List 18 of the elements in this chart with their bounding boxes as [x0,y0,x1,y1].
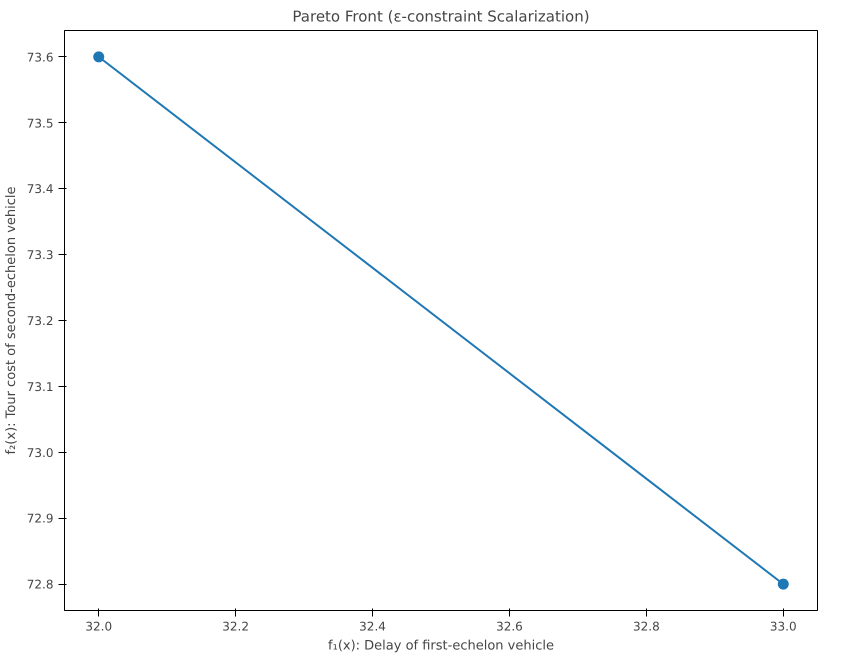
y-tick-label: 73.6 [26,50,54,64]
y-tick-label: 73.0 [26,446,54,460]
y-tick-label: 73.1 [26,380,54,394]
x-tick-label: 33.0 [770,620,797,634]
x-axis-title: f₁(x): Delay of first-echelon vehicle [328,638,554,654]
y-tick-label: 73.3 [26,248,54,262]
y-tick-label: 72.8 [26,578,54,592]
y-tick-label: 72.9 [26,512,54,526]
chart-title: Pareto Front (ε-constraint Scalarization) [292,8,590,26]
x-tick-label: 32.4 [359,620,386,634]
x-tick-label: 32.6 [496,620,523,634]
y-axis-title: f₂(x): Tour cost of second-echelon vehicle [4,186,19,454]
x-tick-label: 32.8 [633,620,660,634]
x-tick-label: 32.2 [222,620,249,634]
x-tick-label: 32.0 [85,620,112,634]
y-tick-label: 73.5 [26,116,54,130]
y-tick-label: 73.2 [26,314,54,328]
y-tick-label: 73.4 [26,182,54,196]
